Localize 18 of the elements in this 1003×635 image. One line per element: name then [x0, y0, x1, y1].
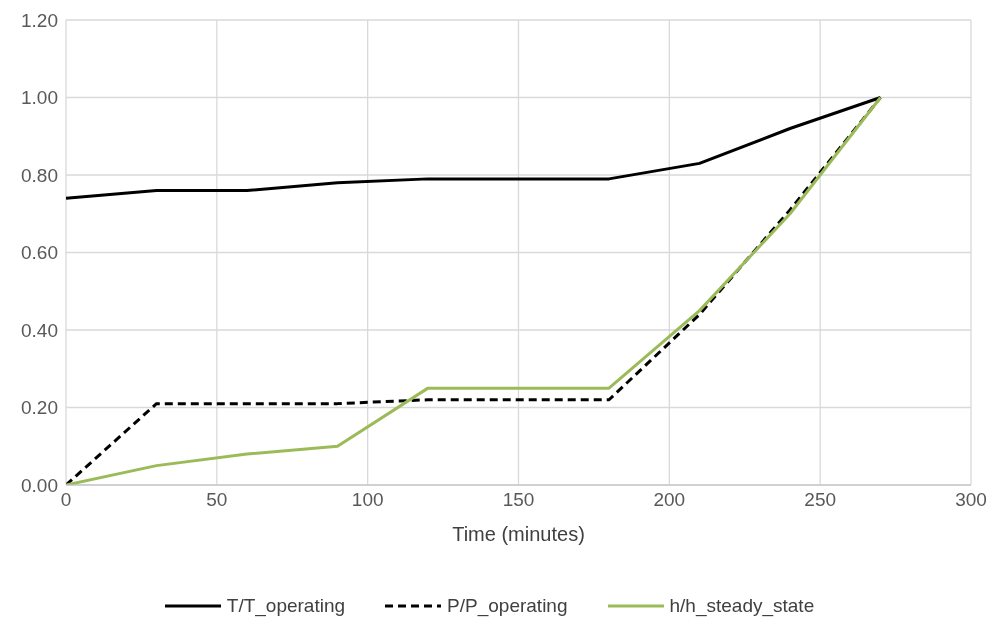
- y-tick-label: 0.40: [21, 319, 58, 341]
- y-tick-label: 0.60: [21, 242, 58, 264]
- x-tick-label: 100: [351, 489, 384, 511]
- x-tick-label: 150: [502, 489, 535, 511]
- y-tick-label: 0.20: [21, 397, 58, 419]
- x-tick-label: 300: [955, 489, 987, 511]
- y-tick-label: 0.80: [21, 164, 58, 186]
- y-tick-label: 1.00: [21, 87, 58, 109]
- x-tick-label: 0: [60, 489, 72, 511]
- y-tick-label: 1.20: [21, 9, 58, 31]
- x-tick-label: 250: [804, 489, 837, 511]
- y-tick-label: 0.00: [21, 474, 58, 496]
- legend-label: T/T_operating: [226, 595, 346, 617]
- x-axis-title: Time (minutes): [452, 523, 585, 545]
- x-tick-label: 50: [206, 489, 228, 511]
- legend-label: P/P_operating: [447, 595, 568, 617]
- legend-label: h/h_steady_state: [669, 595, 815, 617]
- x-tick-label: 200: [653, 489, 686, 511]
